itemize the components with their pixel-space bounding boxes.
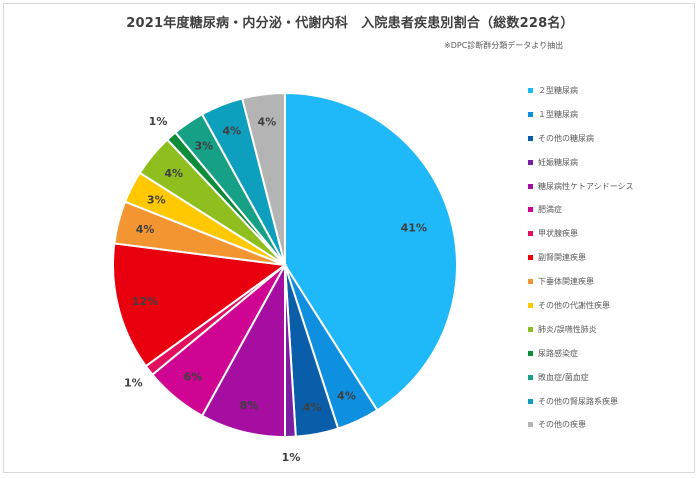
legend-label: その他の疾患 (538, 420, 586, 430)
legend-item: その他の疾患 (528, 420, 688, 444)
legend-swatch (528, 303, 533, 309)
legend-item: その他の糖尿病 (528, 134, 688, 158)
legend-label: ２型糖尿病 (538, 86, 578, 95)
legend-swatch (528, 398, 533, 404)
legend-swatch (528, 326, 533, 332)
pie-slice (112, 242, 288, 368)
legend-swatch (528, 231, 533, 237)
legend-label: 甲状腺疾患 (538, 229, 578, 239)
legend-item: 妊娠糖尿病 (528, 158, 688, 182)
data-label: 41% (401, 222, 427, 235)
data-label: 4% (136, 223, 155, 236)
legend-item: 肺炎/誤嚥性肺炎 (528, 325, 688, 349)
legend-item: 甲状腺疾患 (528, 229, 688, 253)
legend-item: 肥満症 (528, 205, 688, 229)
legend-item: その他の代謝性疾患 (528, 301, 688, 325)
legend-swatch (528, 350, 533, 356)
data-label: 4% (303, 401, 322, 414)
chart-subtitle: ※DPC診断群分類データより抽出 (444, 41, 564, 50)
legend-swatch (528, 88, 533, 93)
legend-item: 尿路感染症 (528, 349, 688, 373)
legend-item: 糖尿病性ケトアシドーシス (528, 182, 688, 206)
data-label: 4% (258, 116, 277, 129)
legend-label: １型糖尿病 (538, 109, 578, 119)
legend-label: 糖尿病性ケトアシドーシス (538, 181, 634, 191)
legend-item: 副腎関連疾患 (528, 253, 688, 277)
chart-title: 2021年度糖尿病・内分泌・代謝内科 入院患者疾患別割合（総数228名） (126, 16, 574, 31)
legend-swatch (528, 374, 533, 380)
legend-label: その他の代謝性疾患 (538, 301, 610, 311)
chart-legend: ２型糖尿病 １型糖尿病その他の糖尿病 妊娠糖尿病糖尿病性ケトアシドーシス 肥満症甲状腺… (528, 86, 688, 444)
legend-label: 敗血症/菌血症 (538, 372, 589, 382)
legend-swatch (528, 111, 533, 117)
legend-swatch (528, 279, 533, 285)
legend-item: 下垂体関連疾患 (528, 277, 688, 301)
legend-swatch (528, 135, 533, 141)
data-label: 1% (282, 451, 301, 464)
legend-item: ２型糖尿病 (528, 86, 688, 110)
data-label: 3% (147, 193, 166, 206)
legend-label: 尿路感染症 (538, 348, 578, 358)
legend-label: 肺炎/誤嚥性肺炎 (538, 324, 597, 334)
legend-swatch (528, 183, 533, 189)
legend-item: その他の腎尿路系疾患 (528, 397, 688, 421)
data-label: 6% (184, 370, 203, 383)
legend-label: 副腎関連疾患 (538, 253, 586, 263)
legend-label: その他の糖尿病 (538, 133, 594, 143)
data-label: 4% (222, 125, 241, 138)
legend-label: その他の腎尿路系疾患 (538, 396, 618, 406)
legend-swatch (528, 422, 533, 428)
data-label: 12% (132, 295, 158, 308)
legend-swatch (528, 159, 533, 165)
legend-label: 下垂体関連疾患 (538, 277, 594, 287)
legend-item: 敗血症/菌血症 (528, 373, 688, 397)
data-label: 1% (149, 115, 168, 128)
legend-label: 妊娠糖尿病 (538, 157, 578, 167)
legend-label: 肥満症 (538, 205, 562, 215)
legend-item: １型糖尿病 (528, 110, 688, 134)
data-label: 4% (337, 390, 356, 403)
legend-swatch (528, 255, 533, 261)
legend-swatch (528, 207, 533, 213)
data-label: 4% (164, 167, 183, 180)
data-label: 1% (124, 377, 143, 390)
data-label: 3% (194, 140, 213, 153)
data-label: 8% (240, 399, 259, 412)
pie-slice (241, 91, 286, 266)
